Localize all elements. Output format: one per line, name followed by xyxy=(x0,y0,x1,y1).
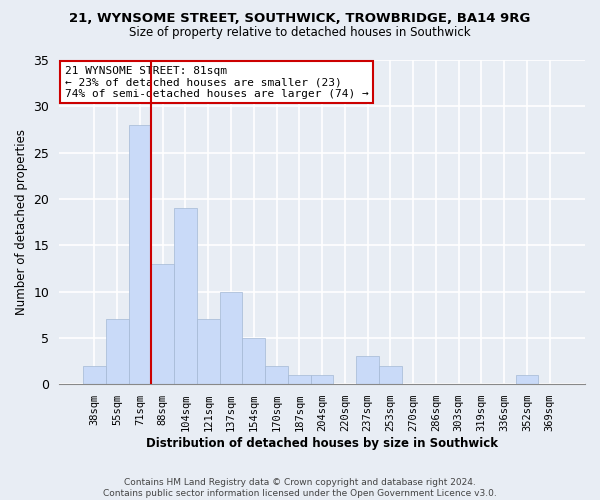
Bar xyxy=(197,320,220,384)
X-axis label: Distribution of detached houses by size in Southwick: Distribution of detached houses by size … xyxy=(146,437,498,450)
Y-axis label: Number of detached properties: Number of detached properties xyxy=(15,129,28,315)
Text: 21 WYNSOME STREET: 81sqm
← 23% of detached houses are smaller (23)
74% of semi-d: 21 WYNSOME STREET: 81sqm ← 23% of detach… xyxy=(65,66,368,99)
Bar xyxy=(265,366,288,384)
Bar xyxy=(311,375,334,384)
Bar xyxy=(128,125,151,384)
Bar xyxy=(242,338,265,384)
Bar xyxy=(83,366,106,384)
Text: Contains HM Land Registry data © Crown copyright and database right 2024.
Contai: Contains HM Land Registry data © Crown c… xyxy=(103,478,497,498)
Bar xyxy=(288,375,311,384)
Bar xyxy=(379,366,402,384)
Bar xyxy=(174,208,197,384)
Bar xyxy=(356,356,379,384)
Text: Size of property relative to detached houses in Southwick: Size of property relative to detached ho… xyxy=(129,26,471,39)
Text: 21, WYNSOME STREET, SOUTHWICK, TROWBRIDGE, BA14 9RG: 21, WYNSOME STREET, SOUTHWICK, TROWBRIDG… xyxy=(70,12,530,26)
Bar xyxy=(515,375,538,384)
Bar xyxy=(220,292,242,384)
Bar xyxy=(106,320,128,384)
Bar xyxy=(151,264,174,384)
